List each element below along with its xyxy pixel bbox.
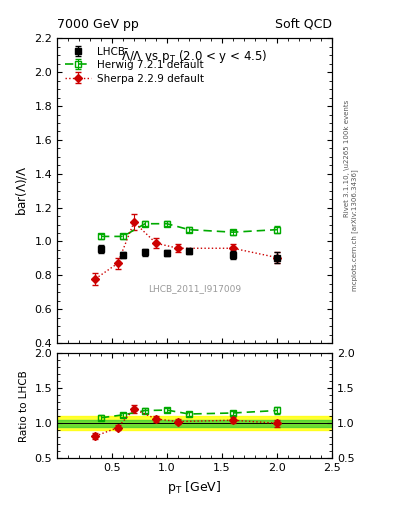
Legend: LHCB, Herwig 7.2.1 default, Sherpa 2.2.9 default: LHCB, Herwig 7.2.1 default, Sherpa 2.2.9… — [62, 44, 207, 87]
Text: 7000 GeV pp: 7000 GeV pp — [57, 18, 139, 31]
Bar — [57, 416, 332, 430]
Text: $\bar{\Lambda}/\Lambda$ vs p$_{\mathrm{T}}$ (2.0 < y < 4.5): $\bar{\Lambda}/\Lambda$ vs p$_{\mathrm{T… — [121, 48, 268, 66]
Text: mcplots.cern.ch [arXiv:1306.3436]: mcplots.cern.ch [arXiv:1306.3436] — [352, 169, 358, 291]
Y-axis label: Ratio to LHCB: Ratio to LHCB — [19, 370, 29, 442]
Bar — [57, 420, 332, 427]
Y-axis label: bar($\Lambda$)/$\Lambda$: bar($\Lambda$)/$\Lambda$ — [14, 165, 29, 216]
Text: LHCB_2011_I917009: LHCB_2011_I917009 — [148, 284, 241, 293]
Text: Soft QCD: Soft QCD — [275, 18, 332, 31]
Text: Rivet 3.1.10, \u2265 100k events: Rivet 3.1.10, \u2265 100k events — [344, 100, 350, 218]
X-axis label: p$_{\mathrm{T}}$ [GeV]: p$_{\mathrm{T}}$ [GeV] — [167, 479, 222, 496]
